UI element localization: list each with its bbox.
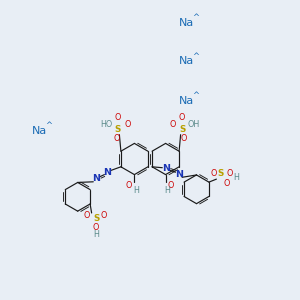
Text: O: O [126, 182, 132, 190]
Text: O: O [224, 178, 230, 188]
Text: O: O [180, 134, 187, 143]
Text: ^: ^ [45, 121, 52, 130]
Text: ^: ^ [192, 13, 200, 22]
Text: N: N [163, 164, 170, 173]
Text: Na: Na [178, 56, 194, 67]
Text: S: S [115, 125, 121, 134]
Text: O: O [84, 211, 90, 220]
Text: O: O [100, 211, 107, 220]
Text: O: O [211, 169, 217, 178]
Text: ^: ^ [192, 91, 200, 100]
Text: O: O [168, 182, 174, 190]
Text: O: O [113, 134, 120, 143]
Text: H: H [133, 186, 139, 195]
Text: O: O [227, 169, 233, 178]
Text: H: H [164, 186, 170, 195]
Text: S: S [93, 214, 99, 223]
Text: O: O [93, 223, 99, 232]
Text: OH: OH [188, 120, 200, 129]
Text: HO: HO [100, 120, 112, 129]
Text: N: N [103, 168, 111, 177]
Text: ^: ^ [192, 52, 200, 61]
Text: O: O [124, 120, 131, 129]
Text: O: O [115, 113, 121, 122]
Text: Na: Na [178, 17, 194, 28]
Text: O: O [179, 113, 185, 122]
Text: S: S [179, 125, 185, 134]
Text: N: N [92, 174, 100, 183]
Text: N: N [175, 170, 183, 179]
Text: H: H [93, 230, 99, 239]
Text: Na: Na [178, 95, 194, 106]
Text: O: O [169, 120, 176, 129]
Text: H: H [233, 173, 239, 182]
Text: S: S [218, 169, 224, 178]
Text: Na: Na [32, 125, 47, 136]
